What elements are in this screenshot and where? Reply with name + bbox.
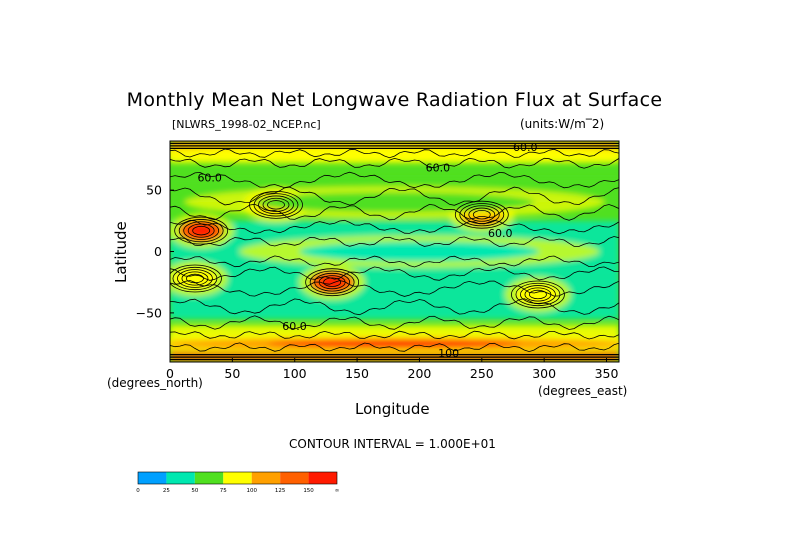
y-tick-label: 50	[146, 183, 162, 198]
contour-ring	[463, 205, 500, 224]
colorbar-label: 125	[275, 488, 286, 494]
x-tick-label: 50	[224, 366, 240, 381]
contour-ring	[459, 203, 505, 227]
contour-ring	[318, 275, 346, 290]
south-america-high	[504, 276, 571, 313]
colorbar-label: 100	[246, 488, 257, 494]
colorbar-frame	[137, 471, 338, 485]
colorbar-label: 0	[136, 488, 140, 494]
contour-line	[170, 219, 619, 235]
colorbar-label: 75	[220, 488, 227, 494]
contour-label: 60.0	[488, 227, 512, 240]
contour-lines	[170, 142, 619, 361]
contour-ring	[253, 193, 299, 217]
contour-ring	[529, 289, 547, 300]
y-unit-label: (degrees_east)	[538, 384, 628, 398]
colorbar-swatch	[308, 472, 337, 484]
contour-ring	[187, 223, 215, 238]
contour-line	[170, 330, 619, 340]
x-tick-label: 100	[283, 366, 307, 381]
contour-interval-text: CONTOUR INTERVAL = 1.000E+01	[289, 437, 496, 451]
contour-ring	[454, 200, 509, 229]
file-label: [NLWRS_1998-02_NCEP.nc]	[172, 118, 321, 131]
axis-ticks: 0 50 100 150 200 250 300 350 50 0 −50	[136, 183, 619, 381]
contour-ring	[323, 277, 342, 287]
contour-ring	[472, 209, 491, 220]
colorbar-swatch	[251, 472, 281, 484]
contour-label: 60.0	[282, 320, 307, 333]
y-axis-label: Latitude	[112, 221, 130, 283]
contour-label: 60.0	[197, 172, 222, 185]
contour-line	[170, 186, 619, 206]
contour-labels: 60.0 60.0 60.0 60.0 100 60.0	[197, 141, 537, 360]
contour-ring	[192, 225, 211, 236]
colorbar-swatch	[223, 472, 252, 484]
colorbar-label: ∞	[335, 488, 340, 494]
contour-line	[170, 315, 619, 330]
x-tick-label: 250	[470, 366, 494, 381]
units-label: (units:W/m‾2)	[520, 117, 605, 131]
north-africa-arabia-high	[170, 213, 235, 249]
southern-africa-high	[170, 260, 228, 297]
colorbar-swatch	[280, 472, 309, 484]
antarctic-coast-band	[170, 333, 619, 354]
contour-ring	[177, 269, 213, 288]
contour-line	[170, 203, 619, 221]
contour-ring	[309, 270, 355, 294]
contour-ring	[258, 195, 294, 215]
contour-line	[170, 148, 619, 159]
colorbar-label: 25	[163, 488, 170, 494]
y-tick-label: 0	[154, 244, 162, 259]
chart-title: Monthly Mean Net Longwave Radiation Flux…	[126, 89, 663, 111]
plot-area	[170, 141, 619, 362]
contour-ring	[511, 280, 565, 309]
contour-ring	[267, 200, 285, 210]
colorbar-label: 50	[191, 488, 198, 494]
x-tick-label: 0	[166, 366, 174, 381]
contour-ring	[183, 221, 220, 240]
contour-label: 60.0	[513, 141, 538, 154]
contour-line	[170, 157, 619, 169]
y-tick-label: −50	[136, 305, 162, 320]
contour-ring	[262, 197, 290, 212]
x-tick-label: 300	[532, 366, 556, 381]
contour-ring	[520, 285, 556, 304]
contour-ring	[178, 219, 224, 243]
arctic-band	[170, 143, 619, 163]
contour-ring	[174, 216, 229, 245]
contour-ring	[524, 287, 552, 302]
contour-ring	[468, 207, 496, 222]
colorbar-swatch	[166, 472, 195, 484]
contour-line	[170, 255, 619, 268]
colorbar-swatch	[194, 472, 224, 484]
colorbar: 0 25 50 75 100 125 150 ∞	[136, 471, 340, 494]
contour-line	[170, 236, 619, 247]
equatorial-pacific-low	[239, 235, 600, 268]
contour-ring	[170, 264, 222, 293]
colorbar-swatch	[138, 472, 167, 484]
contour-ring	[305, 268, 360, 297]
australia-high	[299, 264, 366, 300]
contour-ring	[515, 282, 561, 307]
x-tick-label: 350	[595, 366, 619, 381]
contour-ring	[186, 273, 204, 284]
contour-ring	[249, 190, 303, 219]
colorbar-label: 150	[303, 488, 314, 494]
contour-ring	[181, 271, 209, 286]
x-unit-label: (degrees_north)	[107, 376, 203, 390]
contour-line	[170, 266, 619, 281]
contour-ring	[314, 272, 351, 292]
contour-line	[170, 342, 619, 353]
contour-line	[170, 171, 619, 189]
contour-ring	[172, 266, 218, 291]
x-tick-label: 200	[408, 366, 432, 381]
x-tick-label: 150	[345, 366, 369, 381]
x-axis-label: Longitude	[355, 400, 430, 418]
contour-label: 60.0	[426, 162, 451, 175]
contour-label: 100	[438, 347, 459, 360]
